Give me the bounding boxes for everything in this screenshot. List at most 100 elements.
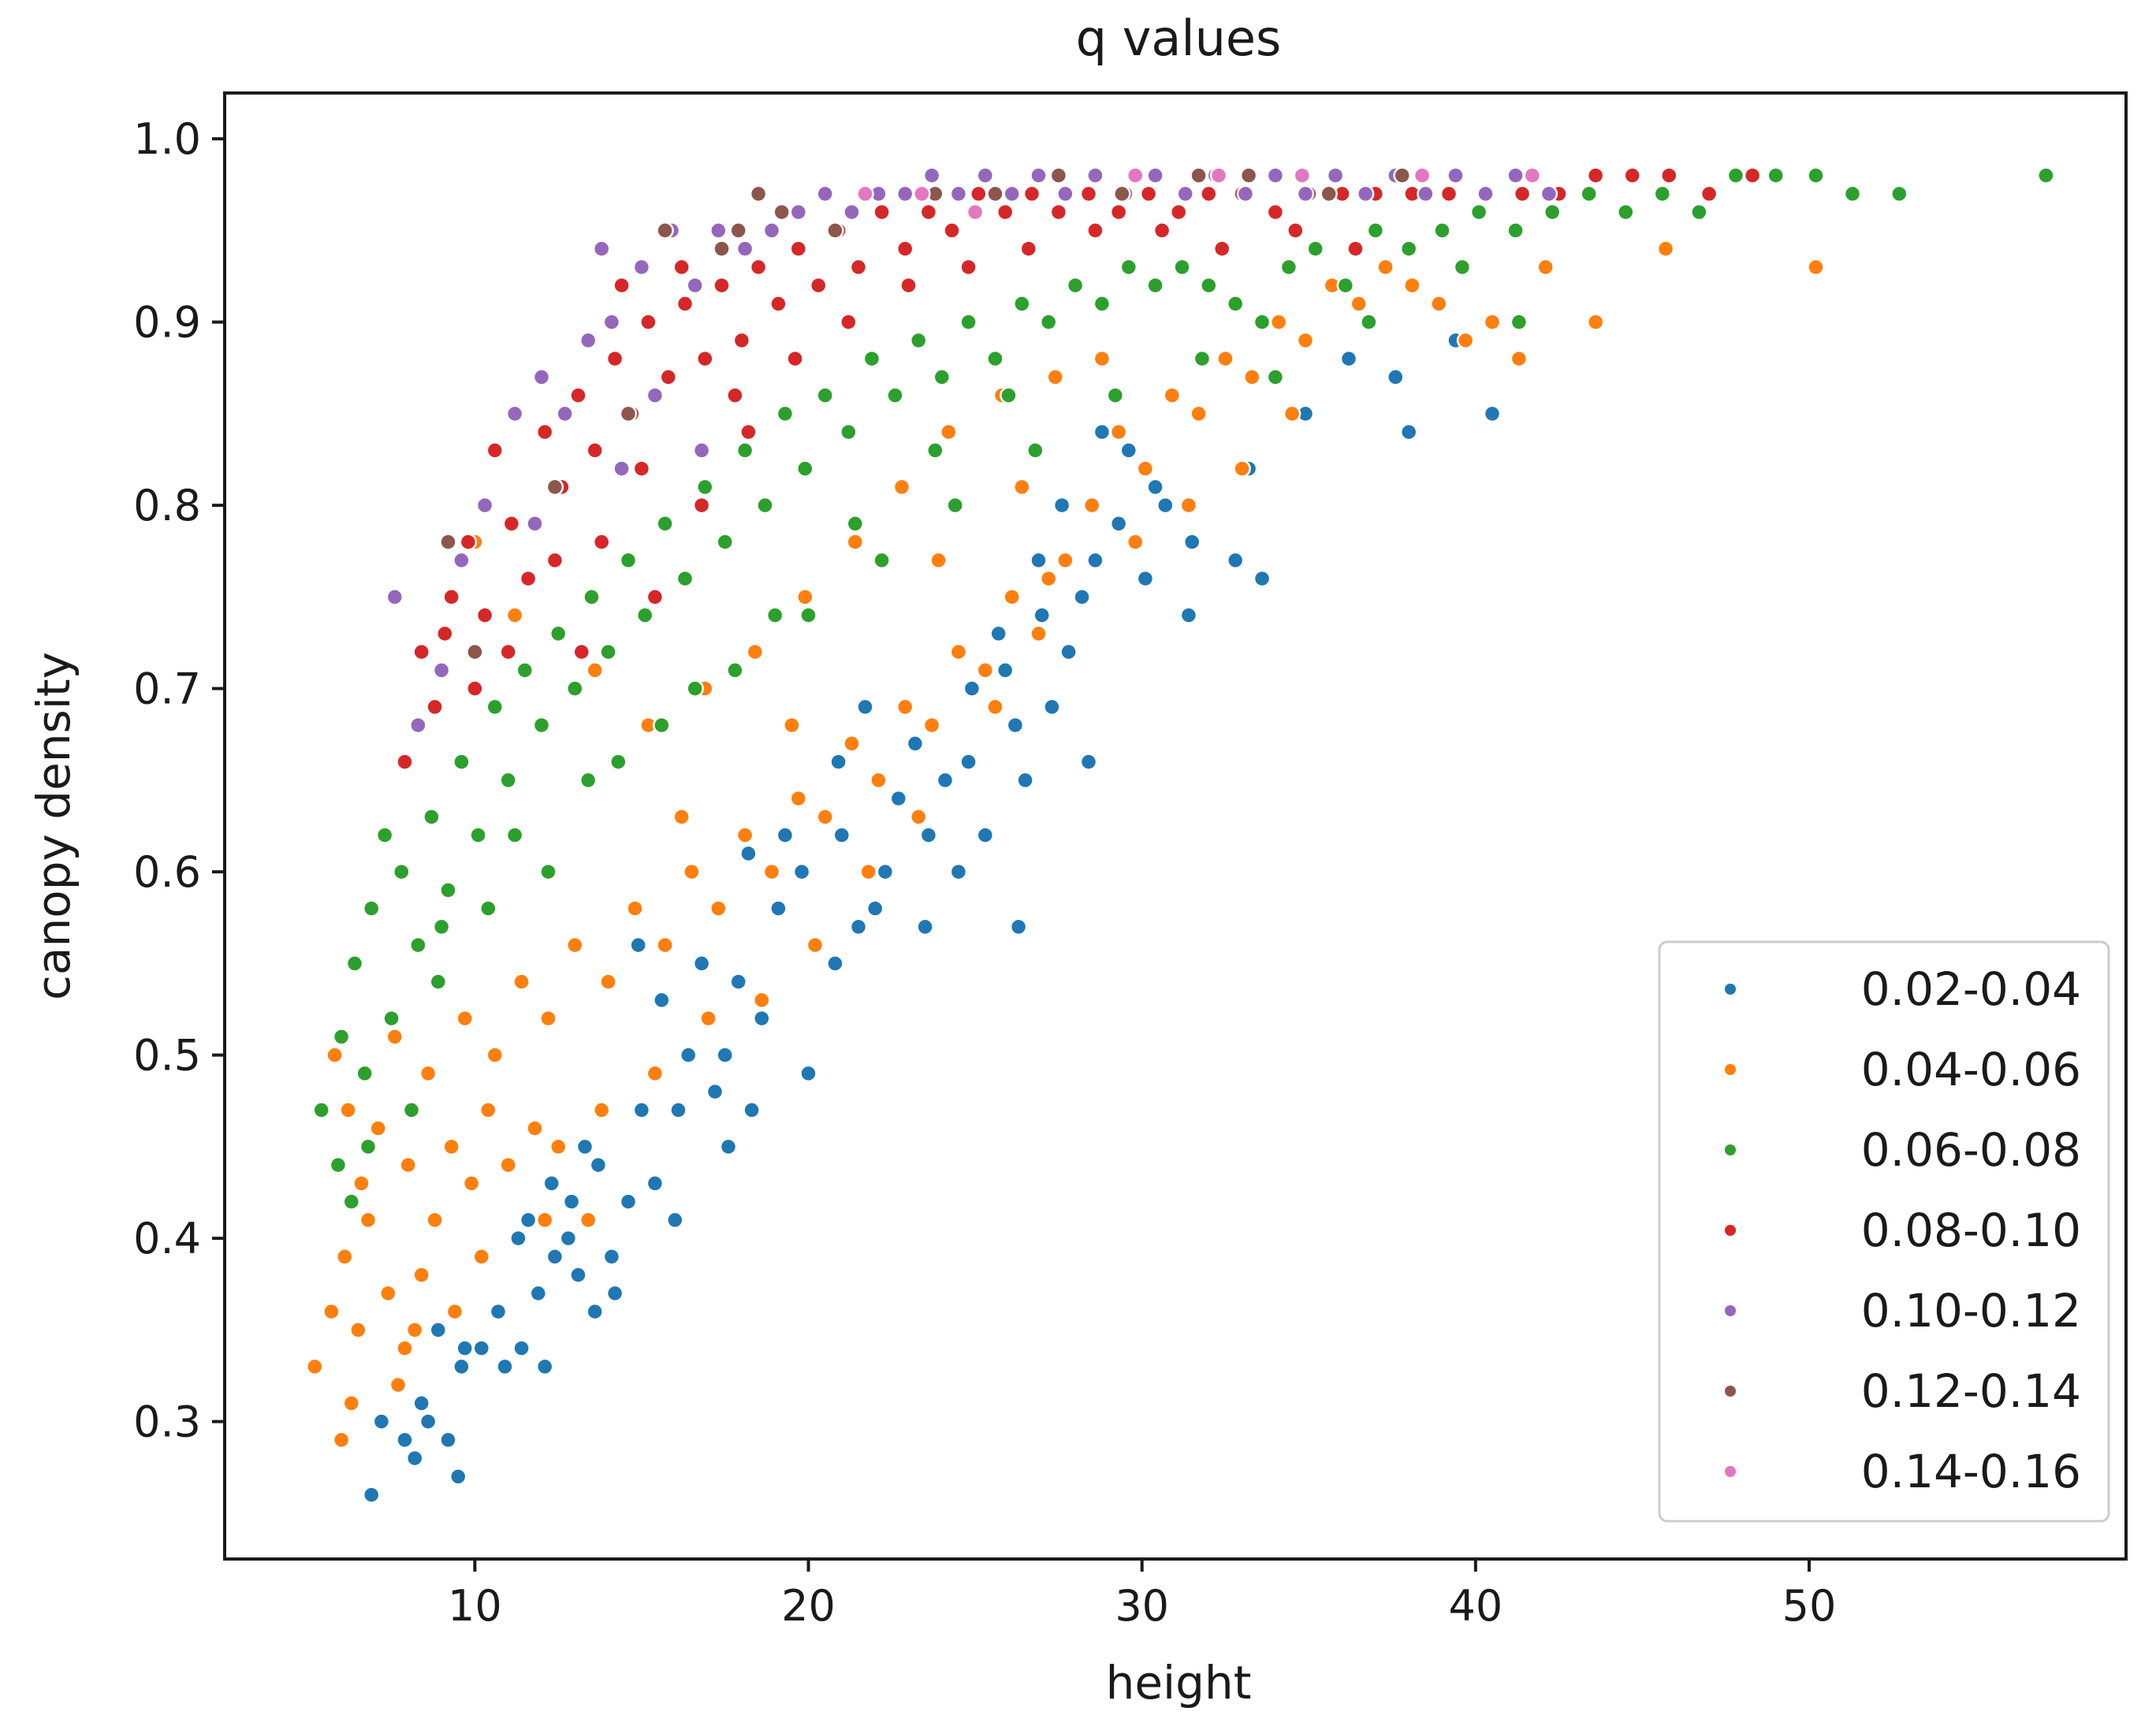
legend-label: 0.12-0.14 <box>1861 1364 2081 1418</box>
data-point <box>332 1028 351 1046</box>
data-point <box>1173 258 1191 277</box>
data-point <box>546 551 564 570</box>
data-point <box>1119 441 1138 460</box>
x-tick-label: 30 <box>1115 1581 1169 1631</box>
data-point <box>1617 203 1635 221</box>
data-point <box>1086 551 1104 570</box>
plot-frame <box>223 91 2128 1561</box>
data-point <box>762 221 781 240</box>
data-point <box>873 203 891 221</box>
data-point <box>462 1174 481 1193</box>
data-point <box>393 862 411 881</box>
data-point <box>519 569 538 588</box>
data-point <box>322 1302 341 1321</box>
data-point <box>2037 166 2055 184</box>
data-point <box>713 276 731 295</box>
data-point <box>656 515 674 533</box>
data-point <box>769 295 788 313</box>
data-point <box>352 1174 371 1193</box>
data-point <box>1233 460 1251 478</box>
data-point <box>396 753 414 771</box>
data-point <box>312 1101 330 1119</box>
data-point <box>546 478 564 497</box>
data-point <box>989 624 1007 643</box>
y-tick-label: 0.5 <box>133 1031 201 1081</box>
data-point <box>949 642 968 661</box>
data-point <box>439 1431 457 1449</box>
data-point <box>679 1046 698 1064</box>
data-point <box>329 1155 348 1174</box>
data-point <box>1476 184 1495 203</box>
data-point <box>986 698 1004 716</box>
data-point <box>866 899 884 917</box>
data-point <box>632 258 651 277</box>
data-point <box>1176 184 1194 203</box>
data-point <box>579 771 598 790</box>
data-point <box>1293 166 1312 184</box>
data-point <box>586 441 604 460</box>
data-point <box>1346 240 1365 258</box>
data-point <box>676 295 694 313</box>
data-point <box>426 698 444 716</box>
data-point <box>1807 166 1825 184</box>
data-point <box>765 606 784 624</box>
data-point <box>789 789 808 808</box>
data-point <box>846 533 865 551</box>
data-point <box>1046 368 1064 386</box>
data-point <box>1469 203 1488 221</box>
data-point <box>716 533 734 551</box>
data-point <box>1079 753 1098 771</box>
data-point <box>1296 331 1315 350</box>
data-point <box>735 441 754 460</box>
data-point <box>626 899 644 917</box>
data-point <box>405 1449 424 1468</box>
data-point <box>949 862 968 881</box>
data-point <box>1049 203 1068 221</box>
data-point <box>632 1101 651 1119</box>
data-point <box>692 441 711 460</box>
data-point <box>442 588 460 606</box>
data-point <box>970 184 988 203</box>
data-point <box>732 331 751 350</box>
data-point <box>829 753 847 771</box>
data-point <box>849 258 868 277</box>
data-point <box>1139 184 1158 203</box>
series-0.14-0.16 <box>856 166 1542 221</box>
data-point <box>369 1119 387 1137</box>
data-point <box>776 404 795 423</box>
y-tick-label: 0.8 <box>133 481 201 530</box>
data-point <box>432 917 451 936</box>
legend-marker <box>1723 982 1737 996</box>
data-point <box>632 460 651 478</box>
data-point <box>1287 221 1305 240</box>
data-point <box>456 1009 474 1028</box>
data-point <box>1586 313 1605 331</box>
data-point <box>656 936 674 954</box>
data-point <box>569 1266 587 1284</box>
data-point <box>729 973 747 991</box>
data-point <box>913 184 931 203</box>
data-point <box>672 258 691 277</box>
legend-marker <box>1723 1464 1737 1479</box>
data-point <box>940 422 958 441</box>
data-point <box>856 184 874 203</box>
data-point <box>1656 240 1675 258</box>
data-point <box>1253 569 1272 588</box>
data-point <box>846 515 865 533</box>
data-point <box>456 1339 474 1357</box>
data-point <box>859 862 877 881</box>
data-point <box>656 221 674 240</box>
x-axis: 10 20 30 40 50 <box>448 1559 1836 1631</box>
chart-title: q values <box>1076 9 1282 67</box>
data-point <box>1700 184 1718 203</box>
series-0.04-0.06 <box>306 240 1825 1449</box>
y-axis-label: canopy density <box>27 652 80 1000</box>
data-point <box>646 588 665 606</box>
data-point <box>496 1357 514 1376</box>
series-0.02-0.04 <box>362 331 1502 1504</box>
x-tick-label: 50 <box>1782 1581 1837 1631</box>
data-point <box>646 1174 665 1193</box>
data-point <box>1269 313 1288 331</box>
data-point <box>1079 184 1098 203</box>
data-point <box>873 551 891 570</box>
